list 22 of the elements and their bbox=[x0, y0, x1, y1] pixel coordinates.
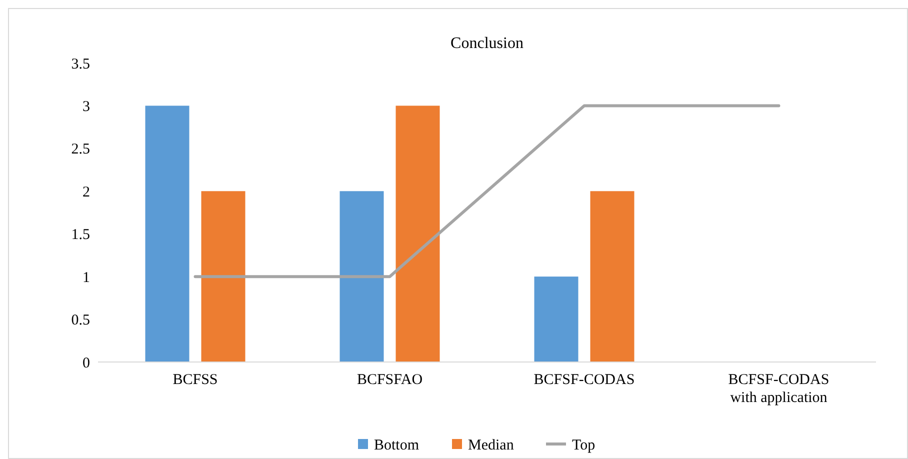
x-tick-label: BCFSS bbox=[172, 372, 218, 388]
x-tick-label: BCFSF-CODAS bbox=[534, 372, 635, 388]
y-tick-label: 0.5 bbox=[71, 312, 90, 329]
bar bbox=[534, 276, 578, 362]
y-tick-label: 2.5 bbox=[71, 142, 90, 158]
bar bbox=[340, 191, 384, 362]
bar bbox=[201, 191, 246, 362]
x-tick-label: BCFSF-CODAS with application bbox=[728, 372, 830, 406]
bar bbox=[145, 106, 190, 362]
y-tick-label: 3 bbox=[82, 98, 90, 115]
legend-label: Median bbox=[468, 437, 514, 454]
legend-label: Bottom bbox=[374, 437, 420, 454]
chart-title: Conclusion bbox=[450, 35, 524, 52]
y-tick-label: 2 bbox=[82, 184, 90, 200]
y-tick-label: 1 bbox=[82, 270, 90, 286]
legend-label: Top bbox=[572, 437, 596, 454]
bar bbox=[396, 106, 440, 362]
x-tick-label: BCFSFAO bbox=[356, 372, 423, 388]
y-tick-label: 0 bbox=[82, 355, 90, 372]
bar bbox=[590, 191, 634, 362]
y-tick-label: 3.5 bbox=[71, 56, 90, 72]
y-tick-label: 1.5 bbox=[71, 227, 90, 244]
